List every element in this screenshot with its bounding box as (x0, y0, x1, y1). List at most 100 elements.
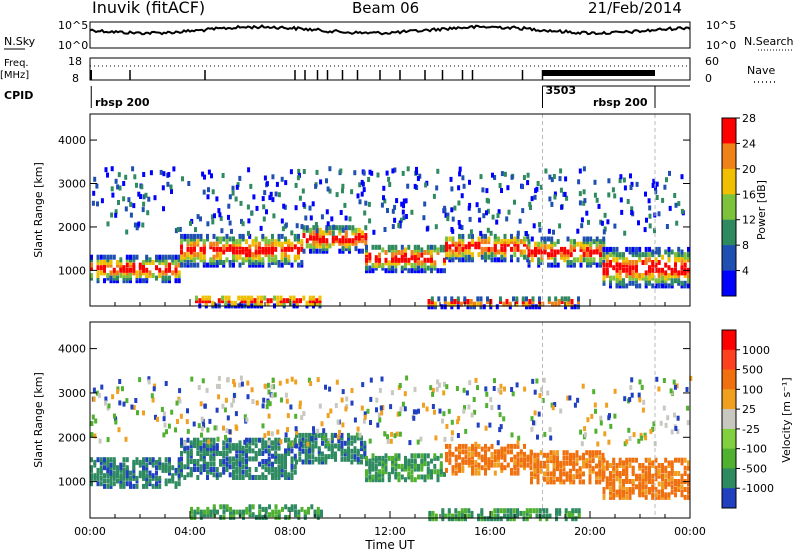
power-cell-1508 (356, 193, 360, 199)
velocity-cell-576 (343, 456, 347, 462)
power-cell-1359 (207, 169, 211, 175)
power-cell-967 (612, 249, 616, 255)
power-cell-1742 (503, 171, 507, 177)
velocity-cell-1899 (93, 433, 97, 439)
velocity-cell-898 (526, 457, 530, 463)
power-cell-1520 (231, 185, 235, 191)
velocity-cell-16 (99, 481, 103, 487)
velocity-cell-512 (308, 440, 311, 446)
velocity-cell-1653 (306, 441, 310, 447)
velocity-cell-1800 (592, 389, 596, 395)
power-cell-1392 (675, 220, 679, 226)
power-cell-1583 (406, 183, 410, 189)
power-cell-716 (477, 236, 481, 242)
velocity-cell-347 (241, 445, 245, 451)
power-cell-1744 (201, 171, 205, 177)
power-cell-684 (458, 239, 461, 245)
power-cell-757 (503, 249, 507, 255)
velocity-cell-847 (497, 462, 500, 468)
power-cell-1338 (557, 299, 561, 304)
velocity-cell-725 (423, 461, 427, 467)
power-cell-541 (378, 263, 381, 268)
power-cell-1160 (687, 254, 690, 260)
velocity-cbar-swatch-5 (722, 428, 736, 450)
power-cell-995 (622, 260, 625, 265)
power-cell-271 (232, 236, 235, 242)
velocity-cell-1248 (670, 484, 674, 490)
power-cell-1491 (350, 189, 354, 195)
velocity-cell-922 (536, 466, 540, 472)
velocity-cell-1538 (289, 404, 293, 410)
velocity-cell-196 (186, 461, 190, 467)
velocity-cell-441 (280, 469, 284, 475)
power-cell-1100 (664, 270, 668, 276)
power-cell-364 (277, 241, 281, 247)
velocity-cell-339 (238, 440, 242, 446)
power-cell-211 (202, 260, 206, 265)
velocity-cell-320 (235, 467, 239, 472)
power-cell-455 (325, 240, 329, 246)
velocity-cell-944 (549, 479, 553, 485)
power-cell-1681 (491, 214, 495, 220)
velocity-cell-947 (549, 458, 553, 464)
velocity-cell-1431 (490, 516, 493, 522)
power-cell-904 (589, 262, 593, 268)
velocity-cell-88 (132, 483, 136, 489)
velocity-cell-1605 (298, 400, 302, 406)
power-cell-127 (164, 275, 168, 281)
power-cell-1324 (531, 299, 535, 304)
velocity-cell-620 (365, 469, 368, 475)
velocity-cell-132 (151, 459, 155, 465)
power-cell-531 (368, 255, 372, 261)
velocity-cell-1394 (434, 516, 438, 522)
power-cell-1728 (446, 216, 450, 222)
velocity-cell-105 (142, 483, 145, 489)
velocity-cell-795 (467, 451, 471, 457)
power-cell-1717 (135, 182, 138, 188)
power-cell-1037 (638, 257, 642, 263)
power-cell-219 (206, 262, 209, 268)
power-cell-1413 (518, 218, 522, 224)
velocity-cell-1206 (654, 476, 658, 482)
power-cell-511 (357, 227, 361, 233)
velocity-cell-1154 (635, 476, 638, 482)
power-cell-726 (484, 239, 487, 245)
velocity-cell-995 (569, 452, 572, 458)
power-cell-213 (202, 254, 206, 260)
velocity-cell-741 (433, 455, 437, 461)
power-cell-1173 (208, 298, 211, 304)
power-cell-949 (605, 267, 609, 273)
power-cell-62 (125, 273, 129, 278)
velocity-cell-1289 (687, 460, 690, 466)
velocity-cell-181 (180, 464, 183, 470)
power-cell-1722 (468, 216, 472, 222)
power-cell-1250 (315, 300, 319, 306)
power-cell-1055 (648, 278, 651, 284)
velocity-cell-1637 (470, 412, 474, 418)
velocity-cell-1147 (631, 481, 635, 487)
velocity-cell-1259 (674, 479, 677, 484)
power-cell-1237 (295, 300, 299, 306)
power-cell-1144 (680, 249, 684, 255)
power-cell-468 (335, 238, 338, 244)
power-cell-1131 (677, 270, 681, 276)
velocity-cell-1626 (637, 438, 641, 444)
power-cell-812 (537, 262, 541, 268)
power-cell-1034 (638, 283, 642, 289)
velocity-cell-928 (539, 463, 543, 469)
velocity-cell-699 (407, 461, 411, 467)
power-cell-1731 (485, 210, 488, 216)
velocity-cell-1117 (622, 494, 625, 500)
velocity-cell-1102 (615, 471, 619, 476)
power-cell-975 (615, 262, 619, 268)
power-cell-1073 (654, 278, 658, 284)
power-cell-245 (219, 246, 222, 252)
power-cell-579 (400, 268, 404, 274)
velocity-cell-1802 (267, 400, 270, 406)
power-cell-1199 (243, 295, 247, 301)
power-cell-1438 (203, 174, 206, 180)
power-cell-116 (158, 267, 162, 273)
power-cell-215 (202, 246, 206, 252)
velocity-cell-956 (552, 460, 556, 466)
power-cell-390 (290, 241, 294, 247)
